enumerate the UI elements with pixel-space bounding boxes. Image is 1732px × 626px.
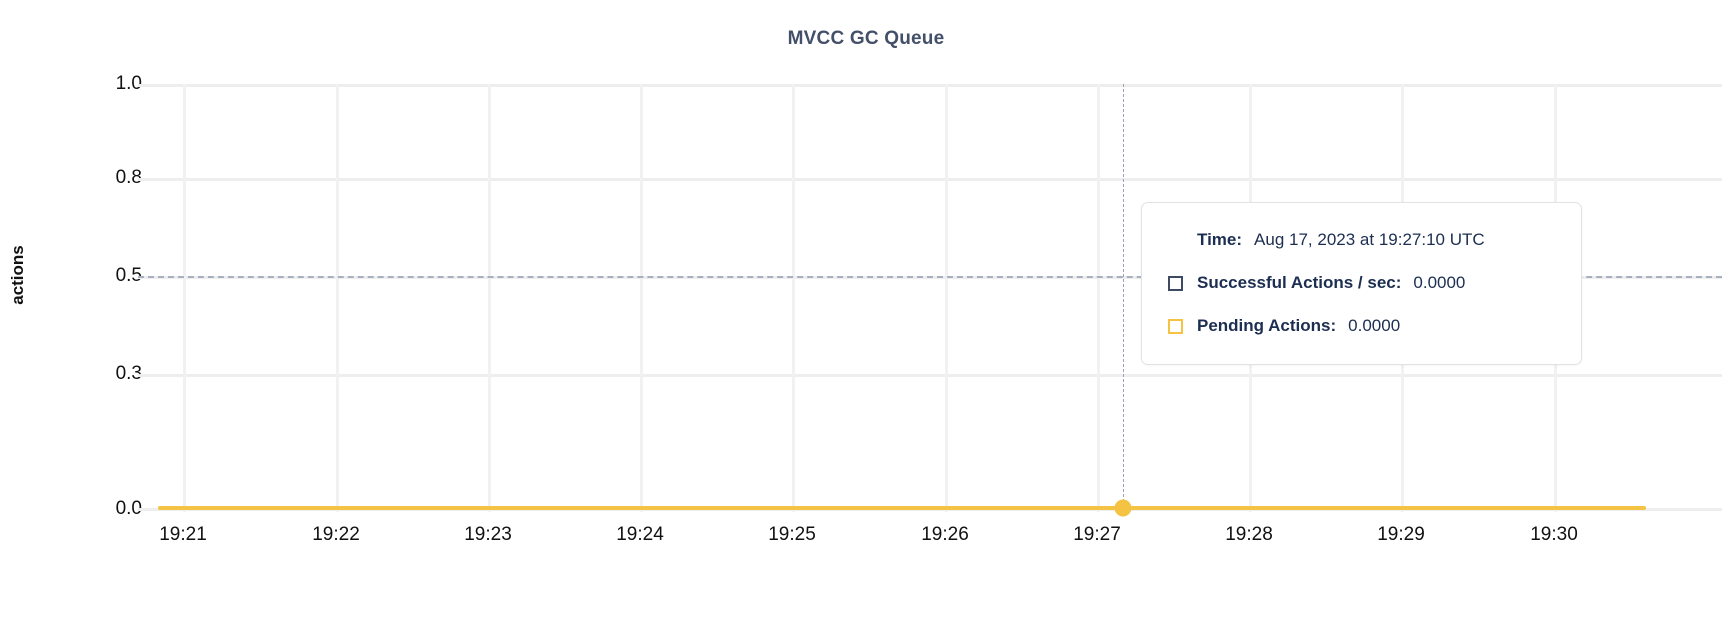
tooltip-series-row-pending-actions: Pending Actions: 0.0000: [1168, 310, 1555, 342]
x-tick-label: 19:25: [768, 524, 816, 545]
series-swatch-icon: [1168, 318, 1183, 334]
gridline-vertical: [1097, 84, 1100, 512]
x-tick-label: 19:23: [464, 524, 512, 545]
y-tick-label: 0.5: [115, 265, 142, 286]
tooltip-series-value: 0.0000: [1413, 273, 1466, 292]
gridline-vertical: [640, 84, 643, 512]
y-axis-ticks: 1.0 0.8 0.5 0.3 0.0: [12, 73, 142, 519]
crosshair-vertical: [1123, 84, 1124, 512]
series-line-pending-actions: [158, 506, 1646, 510]
gridline-vertical: [945, 84, 948, 512]
tooltip-series-value: 0.0000: [1348, 316, 1401, 335]
x-tick-label: 19:30: [1530, 524, 1578, 545]
gridline-horizontal: [138, 84, 1722, 87]
x-tick-label: 19:29: [1377, 524, 1425, 545]
tooltip-time-label: Time:: [1197, 230, 1243, 249]
series-hover-marker: [1114, 499, 1132, 517]
gridline-horizontal: [138, 374, 1722, 377]
x-tick-label: 19:24: [616, 524, 664, 545]
gridline-vertical: [488, 84, 491, 512]
hover-tooltip: Time: Aug 17, 2023 at 19:27:10 UTC Succe…: [1141, 202, 1582, 365]
x-tick-label: 19:28: [1225, 524, 1273, 545]
x-tick-label: 19:21: [159, 524, 207, 545]
tooltip-series-label: Pending Actions:: [1197, 316, 1337, 335]
x-tick-label: 19:22: [312, 524, 360, 545]
y-tick-label: 0.3: [115, 363, 142, 384]
gridline-vertical: [183, 84, 186, 512]
y-tick-label: 0.8: [115, 167, 142, 188]
x-tick-label: 19:27: [1073, 524, 1121, 545]
crosshair-horizontal: [138, 276, 1722, 278]
tooltip-series-row-successful-actions: Successful Actions / sec: 0.0000: [1168, 267, 1555, 299]
gridline-vertical: [792, 84, 795, 512]
x-tick-label: 19:26: [921, 524, 969, 545]
chart-title: MVCC GC Queue: [787, 28, 945, 49]
gridline-horizontal: [138, 178, 1722, 181]
series-swatch-icon: [1168, 275, 1183, 291]
tooltip-time-value: Aug 17, 2023 at 19:27:10 UTC: [1254, 230, 1485, 249]
tooltip-series-label: Successful Actions / sec:: [1197, 273, 1402, 292]
y-tick-label: 1.0: [115, 73, 142, 94]
gridline-vertical: [336, 84, 339, 512]
tooltip-time-row: Time: Aug 17, 2023 at 19:27:10 UTC: [1168, 224, 1555, 256]
y-tick-label: 0.0: [115, 498, 142, 519]
